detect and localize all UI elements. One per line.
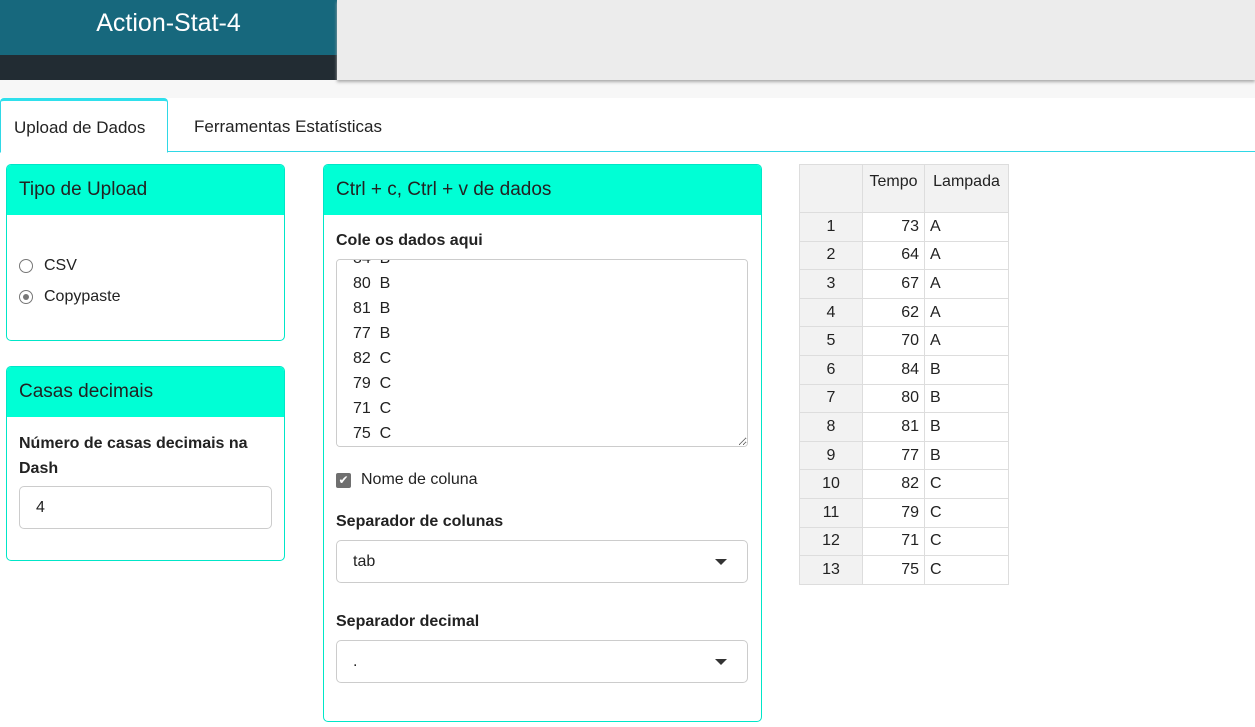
- table-cell: 75: [862, 555, 925, 585]
- table-cell: 62: [862, 297, 925, 328]
- table-cell: B: [924, 440, 1009, 471]
- paste-card: Ctrl + c, Ctrl + v de dados Cole os dado…: [323, 164, 762, 722]
- column-header[interactable]: Lampada: [924, 164, 1009, 213]
- table-cell: 12: [799, 526, 863, 557]
- table-cell: 10: [799, 469, 863, 499]
- table-cell: 1: [799, 212, 863, 242]
- table-row: 2 64 A: [799, 240, 1009, 271]
- table-cell: 11: [799, 497, 863, 528]
- table-cell: 77: [862, 440, 925, 471]
- select-value: tab: [353, 553, 376, 570]
- table-row: 12 71 C: [799, 526, 1009, 557]
- table-row: 11 79 C: [799, 497, 1009, 528]
- col-sep-select[interactable]: tab: [336, 540, 748, 583]
- table-row: 10 82 C: [799, 469, 1009, 499]
- radio-circle-checked-icon: [19, 290, 33, 304]
- tab-bar: Upload de Dados Ferramentas Estatísticas: [0, 98, 1255, 153]
- radio-label: CSV: [44, 257, 77, 274]
- card-title: Casas decimais: [7, 367, 284, 417]
- table-cell: A: [924, 269, 1009, 299]
- table-cell: 71: [862, 526, 925, 557]
- table-cell: C: [924, 497, 1009, 528]
- dec-sep-label: Separador decimal: [336, 613, 480, 630]
- table-row: 5 70 A: [799, 326, 1009, 356]
- table-cell: B: [924, 412, 1009, 442]
- table-cell: 6: [799, 354, 863, 385]
- table-cell: 8: [799, 412, 863, 442]
- tab-upload-de-dados[interactable]: Upload de Dados: [0, 98, 168, 153]
- table-row: 8 81 B: [799, 412, 1009, 442]
- table-row: 3 67 A: [799, 269, 1009, 299]
- column-header[interactable]: Tempo: [862, 164, 925, 213]
- decimals-card: Casas decimais Número de casas decimais …: [6, 366, 285, 561]
- table-cell: 64: [862, 240, 925, 271]
- decimals-label: Número de casas decimais na Dash: [19, 435, 248, 477]
- tab-ferramentas-estatisticas[interactable]: Ferramentas Estatísticas: [194, 117, 383, 136]
- decimals-input[interactable]: 4: [19, 486, 272, 529]
- radio-label: Copypaste: [44, 288, 121, 305]
- checkmark-icon: ✔: [336, 472, 351, 488]
- table-row: 1 73 A: [799, 212, 1009, 242]
- table-cell: 80: [862, 383, 925, 414]
- table-cell: A: [924, 212, 1009, 242]
- table-cell: 2: [799, 240, 863, 271]
- top-navbar: Action-Stat-4: [0, 0, 1255, 98]
- table-cell: B: [924, 354, 1009, 385]
- radio-copypaste[interactable]: Copypaste: [19, 288, 121, 306]
- app-title: Action-Stat-4: [0, 0, 337, 55]
- table-cell: A: [924, 297, 1009, 328]
- table-row: 7 80 B: [799, 383, 1009, 414]
- radio-csv[interactable]: CSV: [19, 257, 77, 275]
- table-cell: 9: [799, 440, 863, 471]
- radio-circle-icon: [19, 259, 33, 273]
- table-cell: 79: [862, 497, 925, 528]
- col-sep-label: Separador de colunas: [336, 513, 504, 530]
- table-cell: C: [924, 555, 1009, 585]
- sidebar-toggle-bar: [0, 55, 337, 80]
- table-cell: C: [924, 526, 1009, 557]
- paste-textarea[interactable]: Tempo Lampada 73 A 64 A 67 A 62 A 70 A 8…: [336, 259, 748, 447]
- upload-type-card: Tipo de Upload CSV Copypaste: [6, 164, 285, 341]
- table-row: 6 84 B: [799, 354, 1009, 385]
- table-cell: 5: [799, 326, 863, 356]
- table-cell: 81: [862, 412, 925, 442]
- table-cell: B: [924, 383, 1009, 414]
- table-cell: A: [924, 240, 1009, 271]
- table-cell: 67: [862, 269, 925, 299]
- card-title: Ctrl + c, Ctrl + v de dados: [324, 165, 761, 215]
- table-cell: 70: [862, 326, 925, 356]
- table-cell: 3: [799, 269, 863, 299]
- table-cell: C: [924, 469, 1009, 499]
- checkbox-label: Nome de coluna: [361, 471, 478, 488]
- card-title: Tipo de Upload: [7, 165, 284, 215]
- table-row: 4 62 A: [799, 297, 1009, 328]
- table-cell: 82: [862, 469, 925, 499]
- navbar-area: [337, 0, 1255, 80]
- table-row: 9 77 B: [799, 440, 1009, 471]
- data-table: Tempo Lampada 1 73 A 2 64 A 3 67 A 4 62 A 5 70 A 6 84 B 7 80…: [799, 164, 1009, 585]
- paste-label: Cole os dados aqui: [336, 232, 483, 249]
- select-value: .: [353, 653, 358, 670]
- dec-sep-select[interactable]: .: [336, 640, 748, 683]
- table-cell: 4: [799, 297, 863, 328]
- table-cell: 13: [799, 555, 863, 585]
- table-cell: 7: [799, 383, 863, 414]
- column-name-checkbox[interactable]: ✔ Nome de coluna: [336, 471, 478, 489]
- table-cell: 73: [862, 212, 925, 242]
- table-row: 13 75 C: [799, 555, 1009, 585]
- caret-down-icon: [715, 559, 727, 565]
- column-header[interactable]: [799, 164, 863, 213]
- table-cell: A: [924, 326, 1009, 356]
- table-cell: 84: [862, 354, 925, 385]
- caret-down-icon: [715, 659, 727, 665]
